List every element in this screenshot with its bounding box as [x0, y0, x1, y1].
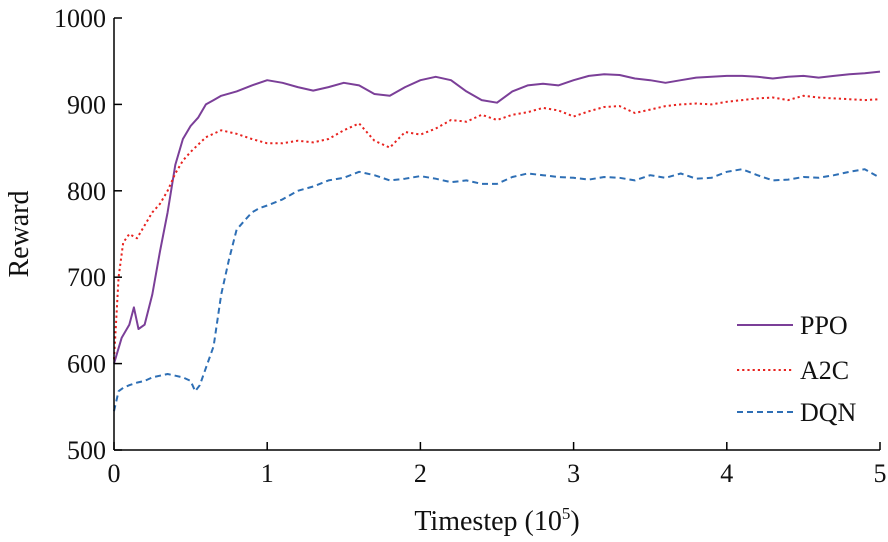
x-ticks: 0 1 2 3 4 5 [108, 442, 887, 488]
x-axis-label-exponent: 5 [562, 504, 571, 523]
y-tick-label: 600 [67, 350, 106, 379]
y-tick-label: 1000 [54, 4, 106, 33]
x-tick-label: 2 [414, 459, 427, 488]
legend-label-a2c: A2C [800, 356, 849, 385]
y-tick-label: 800 [67, 177, 106, 206]
y-tick-label: 700 [67, 263, 106, 292]
legend: PPO A2C DQN [737, 311, 857, 427]
series-line-a2c [113, 94, 881, 360]
legend-label-ppo: PPO [800, 311, 848, 340]
series-line-ppo [113, 70, 881, 364]
plot-lines [113, 70, 881, 412]
y-axis-label: Reward [4, 190, 35, 277]
y-tick-label: 900 [67, 90, 106, 119]
x-axis-label-suffix: ) [570, 506, 579, 537]
x-axis-label-base: Timestep (10 [414, 506, 562, 537]
x-tick-label: 4 [720, 459, 733, 488]
x-tick-label: 1 [261, 459, 274, 488]
series-line-dqn [113, 168, 881, 412]
x-axis-label: Timestep (105) [414, 504, 579, 537]
x-tick-label: 0 [108, 459, 121, 488]
x-tick-label: 5 [874, 459, 887, 488]
legend-label-dqn: DQN [800, 398, 857, 427]
y-tick-label: 500 [67, 436, 106, 465]
y-ticks: 500 600 700 800 900 1000 [54, 4, 122, 465]
x-tick-label: 3 [567, 459, 580, 488]
